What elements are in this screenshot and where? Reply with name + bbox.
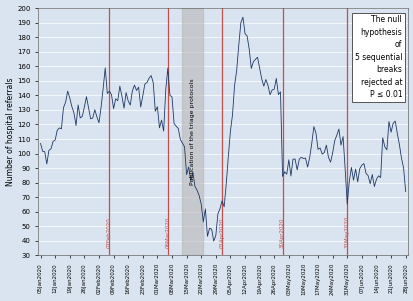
- Bar: [182, 8, 203, 256]
- Text: The null
hypothesis
of
5 sequential
breaks
rejected at
P ≤ 0.01: The null hypothesis of 5 sequential brea…: [354, 15, 401, 99]
- Text: 07Feb2020: 07Feb2020: [107, 217, 112, 248]
- Text: 31May2020: 31May2020: [344, 216, 349, 248]
- Text: 30Apr2020: 30Apr2020: [280, 218, 285, 248]
- Text: 06Mar2020: 06Mar2020: [165, 217, 170, 248]
- Text: Publication of the triage protocols: Publication of the triage protocols: [190, 79, 195, 185]
- Y-axis label: Number of hospital referrals: Number of hospital referrals: [5, 77, 14, 186]
- Text: 01Apr2020: 01Apr2020: [219, 218, 224, 248]
